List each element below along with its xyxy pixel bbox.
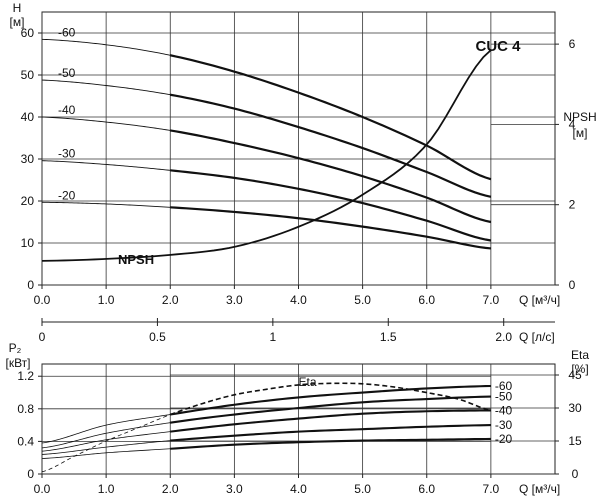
head-curve-thin-n30 [41, 160, 171, 171]
power-curve-label: -60 [495, 379, 513, 393]
power-xtick-label: 7.0 [483, 482, 500, 496]
eta-ytick-label: 30 [568, 401, 582, 415]
power-curve-label: -20 [495, 432, 513, 446]
power-ytick-label: 0.8 [17, 402, 34, 416]
head-xtick-label: 5.0 [354, 293, 371, 307]
head-curve-n50 [170, 93, 492, 198]
flow-ls-tick-label: 2.0 [495, 330, 512, 344]
npsh-ytick-label: 2 [569, 198, 576, 212]
head-yaxis-unit: [м] [10, 15, 25, 29]
npsh-curve-label: NPSH [118, 252, 154, 267]
power-curve-label: -30 [495, 418, 513, 432]
chart-title: CUC 4 [475, 38, 521, 55]
head-ytick-label: 0 [27, 278, 34, 292]
power-curve-label: -50 [495, 390, 513, 404]
eta-yaxis-unit: [%] [571, 362, 588, 376]
power-ytick-label: 0.4 [17, 434, 34, 448]
power-xtick-label: 4.0 [290, 482, 307, 496]
power-curve-n30 [170, 424, 491, 442]
power-curve-thin-n50 [41, 422, 171, 449]
head-xtick-label: 0.0 [34, 293, 51, 307]
power-xtick-label: 3.0 [226, 482, 243, 496]
power-curve-thin-n60 [41, 414, 171, 444]
head-curve-n60 [170, 54, 492, 181]
head-ytick-label: 30 [21, 152, 35, 166]
head-curve-label: -50 [58, 66, 76, 80]
head-ytick-label: 10 [21, 236, 35, 250]
flow-ls-axis-label: Q [л/с] [519, 330, 555, 344]
eta-ytick-label: 0 [572, 467, 579, 481]
head-curve-label: -30 [58, 147, 76, 161]
eta-curve-label: Eta [299, 375, 317, 389]
flow-ls-tick-label: 0 [39, 330, 46, 344]
head-ytick-label: 40 [21, 110, 35, 124]
head-ytick-label: 50 [21, 68, 35, 82]
head-xtick-label: 7.0 [483, 293, 500, 307]
eta-curve-thin [41, 414, 171, 473]
head-curve-thin-n60 [41, 38, 171, 56]
power-curve-n50 [170, 395, 491, 424]
power-xtick-label: 1.0 [98, 482, 115, 496]
power-xtick-label: 2.0 [162, 482, 179, 496]
npsh-curve [41, 49, 492, 262]
flow-ls-tick-label: 1 [270, 330, 277, 344]
head-curve-n20 [170, 206, 491, 250]
power-xtick-label: 0.0 [34, 482, 51, 496]
npsh-yaxis-unit: [м] [573, 126, 588, 140]
head-curve-n40 [170, 129, 492, 224]
flow-ls-tick-label: 1.5 [380, 330, 397, 344]
head-ytick-label: 20 [21, 194, 35, 208]
head-xtick-label: 2.0 [162, 293, 179, 307]
head-curve-label: -40 [58, 103, 76, 117]
power-curve-label: -40 [495, 403, 513, 417]
power-yaxis-label: P₂ [9, 341, 22, 355]
npsh-ytick-label: 6 [569, 37, 576, 51]
power-ytick-label: 1.2 [17, 369, 34, 383]
power-ytick-label: 0 [27, 467, 34, 481]
power-curve-thin-n40 [41, 431, 171, 452]
eta-curve [169, 382, 492, 416]
head-curve-thin-n50 [41, 79, 171, 96]
power-yaxis-unit: [кВт] [5, 356, 30, 370]
flow-ls-tick-label: 0.5 [149, 330, 166, 344]
power-curve-n60 [170, 384, 491, 416]
head-xtick-label: 6.0 [418, 293, 435, 307]
power-xaxis-label: Q [м³/ч] [519, 482, 560, 496]
head-xtick-label: 1.0 [98, 293, 115, 307]
power-xtick-label: 6.0 [418, 482, 435, 496]
head-curve-label: -60 [58, 25, 76, 39]
power-curve-n40 [170, 409, 491, 433]
head-curve-thin-n40 [41, 116, 171, 131]
eta-yaxis-label: Eta [571, 348, 589, 362]
head-xaxis-label: Q [м³/ч] [519, 293, 560, 307]
power-curve-n20 [170, 437, 491, 450]
npsh-ytick-label: 0 [569, 278, 576, 292]
eta-ytick-label: 45 [568, 368, 582, 382]
power-curve-thin-n20 [41, 448, 171, 459]
power-curve-thin-n30 [41, 440, 171, 455]
eta-ytick-label: 15 [568, 434, 582, 448]
head-curve-n30 [170, 169, 492, 242]
head-ytick-label: 60 [21, 26, 35, 40]
head-xtick-label: 3.0 [226, 293, 243, 307]
npsh-ytick-label: 4 [569, 117, 576, 131]
head-yaxis-label: H [13, 1, 22, 15]
head-curve-thin-n20 [41, 201, 171, 208]
head-curve-label: -20 [58, 188, 76, 202]
power-xtick-label: 5.0 [354, 482, 371, 496]
head-xtick-label: 4.0 [290, 293, 307, 307]
npsh-yaxis-label: NPSH [563, 110, 596, 124]
